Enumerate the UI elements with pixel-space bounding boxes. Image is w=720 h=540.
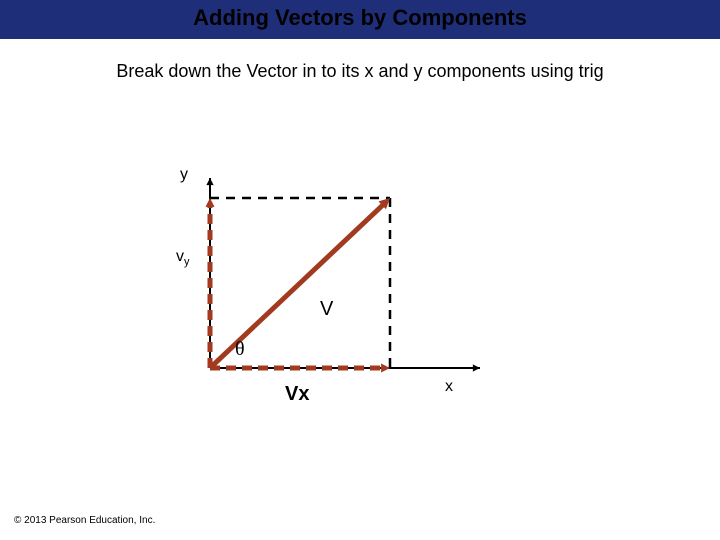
- vx-component-label: Vx: [285, 383, 309, 406]
- x-axis-label: x: [445, 378, 453, 396]
- copyright-text: © 2013 Pearson Education, Inc.: [14, 515, 155, 526]
- slide-title: Adding Vectors by Components: [0, 5, 720, 31]
- vector-diagram: y vy V θ Vx x: [180, 168, 500, 438]
- y-axis-label: y: [180, 166, 188, 184]
- title-bar: Adding Vectors by Components: [0, 0, 720, 39]
- slide: Adding Vectors by Components Break down …: [0, 0, 720, 540]
- slide-subtitle: Break down the Vector in to its x and y …: [0, 61, 720, 82]
- vy-component-label: vy: [176, 248, 190, 268]
- vector-label: V: [320, 298, 333, 321]
- angle-theta-label: θ: [235, 338, 245, 361]
